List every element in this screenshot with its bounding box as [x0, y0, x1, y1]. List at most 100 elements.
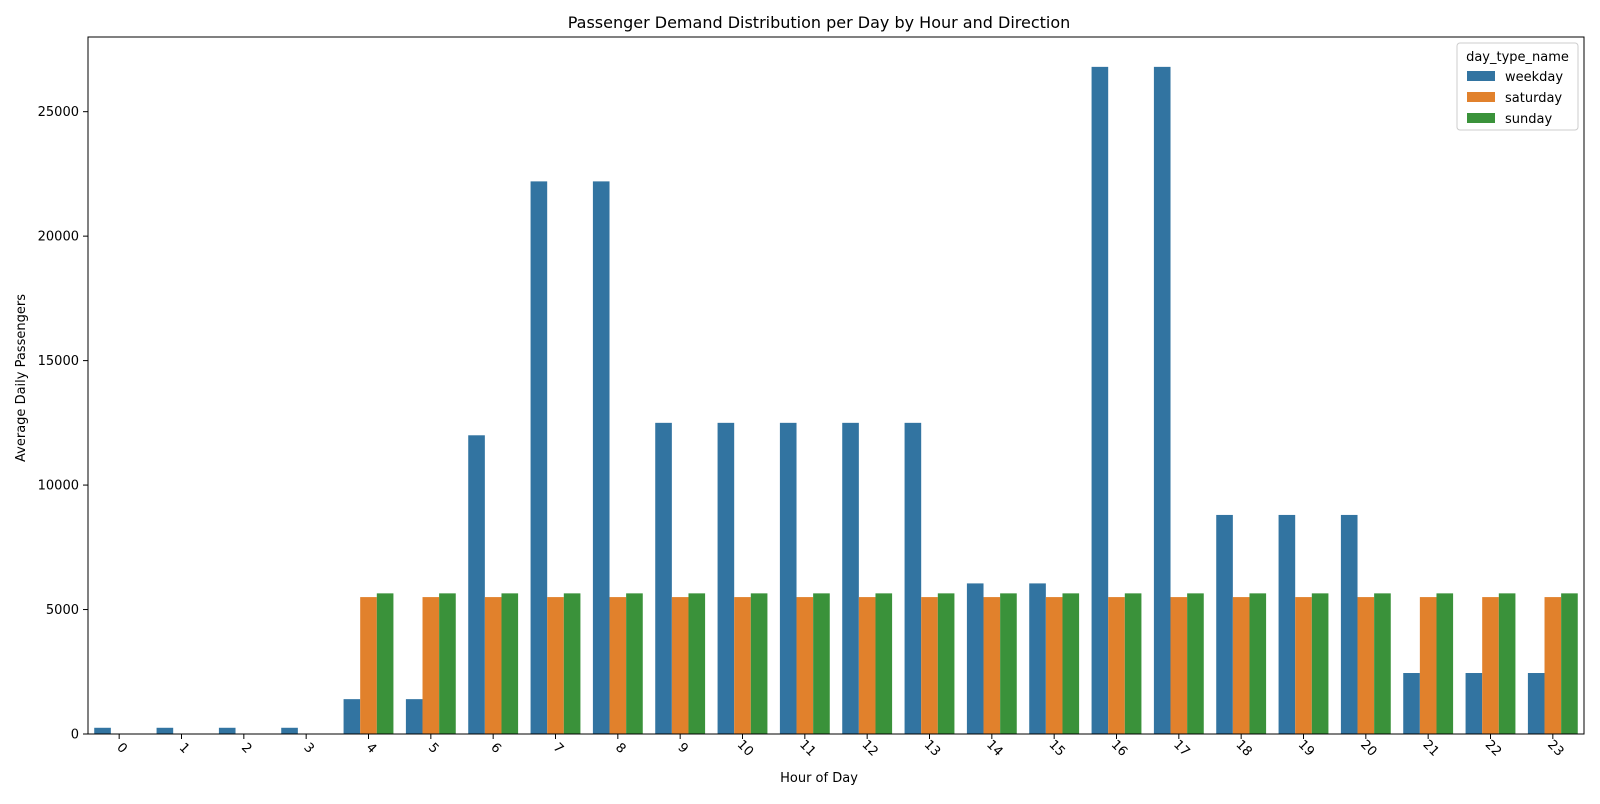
bar-sunday-19 — [1311, 593, 1329, 734]
bar-saturday-18 — [1232, 597, 1250, 734]
x-tick-label: 2 — [238, 740, 254, 756]
bar-sunday-7 — [563, 593, 581, 734]
x-tick-label: 14 — [983, 737, 1005, 759]
bar-weekday-16 — [1091, 66, 1109, 735]
bar-weekday-5 — [405, 699, 423, 734]
x-axis: 0 1 2 3 4 5 6 7 8 9 10 11 12 13 14 15 16 17 18 19 20 21 22 23 — [113, 734, 1566, 760]
y-tick-label: 10000 — [38, 479, 79, 494]
bar-saturday-23 — [1544, 597, 1562, 734]
bar-saturday-16 — [1108, 597, 1125, 734]
bar-weekday-7 — [530, 181, 548, 734]
legend-label-sunday: sunday — [1505, 112, 1552, 127]
bar-weekday-2 — [218, 727, 236, 734]
bar-weekday-18 — [1216, 514, 1233, 734]
y-tick-label: 0 — [71, 728, 79, 743]
bar-sunday-11 — [813, 593, 830, 734]
bar-weekday-15 — [1029, 583, 1046, 734]
bar-saturday-21 — [1419, 597, 1437, 734]
bar-weekday-20 — [1340, 514, 1358, 734]
bar-weekday-17 — [1153, 66, 1171, 735]
bar-sunday-13 — [937, 593, 955, 734]
bar-saturday-22 — [1482, 597, 1499, 734]
bar-weekday-21 — [1403, 673, 1420, 734]
x-tick-label: 3 — [300, 740, 316, 756]
bars-layer — [94, 66, 1578, 735]
legend-swatch-weekday — [1467, 71, 1495, 81]
chart-title: Passenger Demand Distribution per Day by… — [568, 13, 1071, 32]
bar-sunday-6 — [501, 593, 519, 734]
y-axis-label: Average Daily Passengers — [14, 294, 29, 462]
bar-saturday-17 — [1170, 597, 1188, 734]
y-tick-label: 20000 — [38, 230, 79, 245]
bar-saturday-9 — [671, 597, 689, 734]
x-tick-label: 12 — [858, 737, 880, 759]
bar-weekday-0 — [94, 727, 111, 734]
bar-saturday-12 — [858, 597, 876, 734]
x-tick-label: 6 — [487, 740, 503, 756]
bar-weekday-4 — [343, 699, 361, 734]
bar-sunday-17 — [1187, 593, 1204, 734]
bar-saturday-19 — [1295, 597, 1312, 734]
x-tick-label: 22 — [1482, 737, 1504, 759]
y-tick-label: 15000 — [38, 354, 79, 369]
x-tick-label: 18 — [1232, 737, 1254, 759]
bar-sunday-12 — [875, 593, 893, 734]
bar-saturday-13 — [921, 597, 938, 734]
x-tick-label: 4 — [363, 740, 379, 756]
bar-saturday-8 — [609, 597, 627, 734]
bar-sunday-23 — [1561, 593, 1578, 734]
legend-swatch-sunday — [1467, 113, 1495, 123]
y-tick-label: 25000 — [38, 105, 79, 120]
legend-frame — [1456, 42, 1579, 131]
bar-sunday-8 — [626, 593, 643, 734]
bar-sunday-22 — [1498, 593, 1516, 734]
x-tick-label: 21 — [1419, 737, 1441, 759]
bar-sunday-9 — [688, 593, 706, 734]
bar-weekday-3 — [281, 727, 298, 734]
bar-weekday-13 — [904, 422, 922, 734]
bar-weekday-11 — [779, 422, 797, 734]
bar-weekday-9 — [655, 422, 672, 734]
x-tick-label: 0 — [113, 740, 129, 756]
x-tick-label: 10 — [734, 737, 756, 759]
x-tick-label: 5 — [425, 740, 441, 756]
bar-saturday-11 — [796, 597, 814, 734]
legend-label-weekday: weekday — [1505, 70, 1563, 85]
bar-sunday-10 — [750, 593, 768, 734]
x-tick-label: 16 — [1108, 737, 1130, 759]
bar-saturday-7 — [547, 597, 564, 734]
x-tick-label: 17 — [1170, 737, 1192, 759]
bar-weekday-12 — [842, 422, 859, 734]
x-tick-label: 19 — [1295, 737, 1317, 759]
bar-saturday-15 — [1045, 597, 1063, 734]
x-tick-label: 13 — [921, 737, 943, 759]
x-axis-label: Hour of Day — [780, 771, 858, 786]
legend-title: day_type_name — [1466, 50, 1569, 65]
bar-sunday-18 — [1249, 593, 1267, 734]
bar-saturday-20 — [1357, 597, 1375, 734]
x-tick-label: 1 — [176, 740, 192, 756]
y-tick-label: 5000 — [46, 603, 79, 618]
y-axis: 0 5000 10000 15000 20000 25000 — [38, 105, 88, 743]
bar-saturday-14 — [983, 597, 1001, 734]
plot-frame — [87, 36, 1585, 735]
bar-sunday-4 — [376, 593, 394, 734]
bar-sunday-21 — [1436, 593, 1454, 734]
bar-saturday-6 — [484, 597, 502, 734]
bar-sunday-20 — [1374, 593, 1391, 734]
bar-saturday-5 — [422, 597, 440, 734]
bar-weekday-10 — [717, 422, 735, 734]
bar-sunday-15 — [1062, 593, 1080, 734]
bar-weekday-1 — [156, 727, 174, 734]
x-tick-label: 15 — [1045, 737, 1067, 759]
x-tick-label: 20 — [1357, 737, 1379, 759]
legend-swatch-saturday — [1467, 92, 1495, 102]
legend-label-saturday: saturday — [1505, 91, 1562, 106]
x-tick-label: 23 — [1544, 737, 1566, 759]
bar-sunday-14 — [1000, 593, 1017, 734]
x-tick-label: 7 — [550, 740, 566, 756]
bar-weekday-23 — [1527, 673, 1545, 734]
